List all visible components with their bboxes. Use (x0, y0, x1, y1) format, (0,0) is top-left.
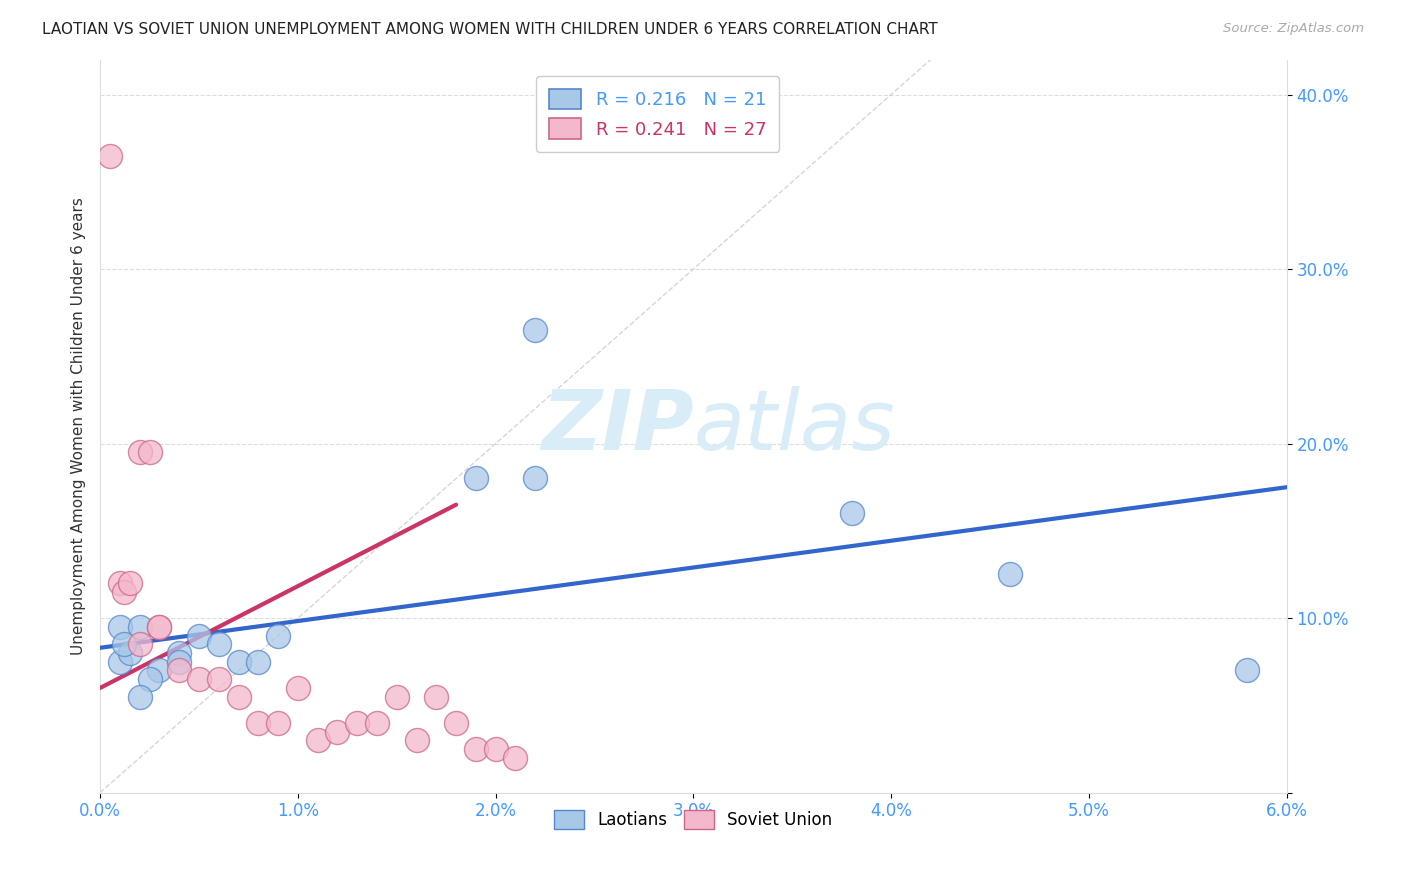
Point (405, 733, 427, 747)
Point (208, 672, 231, 686)
Point (138, 672, 160, 686)
Text: atlas: atlas (693, 385, 896, 467)
Point (385, 690, 408, 704)
Point (444, 715, 467, 730)
Point (326, 724, 349, 739)
Point (128, 445, 150, 459)
Y-axis label: Unemployment Among Women with Children Under 6 years: Unemployment Among Women with Children U… (72, 197, 86, 655)
Point (841, 507, 863, 521)
Point (118, 646, 141, 660)
Point (228, 655, 250, 669)
Point (464, 471, 486, 485)
Point (267, 629, 290, 643)
Point (307, 733, 329, 747)
Point (148, 620, 170, 634)
Point (112, 637, 135, 651)
Point (167, 655, 190, 669)
Text: Source: ZipAtlas.com: Source: ZipAtlas.com (1223, 22, 1364, 36)
Point (247, 715, 270, 730)
Point (167, 664, 190, 678)
Point (346, 715, 368, 730)
Point (98, 148, 121, 162)
Point (148, 620, 170, 634)
Point (228, 690, 250, 704)
Point (208, 637, 231, 651)
Point (108, 620, 131, 634)
Point (108, 655, 131, 669)
Point (188, 629, 211, 643)
Text: LAOTIAN VS SOVIET UNION UNEMPLOYMENT AMONG WOMEN WITH CHILDREN UNDER 6 YEARS COR: LAOTIAN VS SOVIET UNION UNEMPLOYMENT AMO… (42, 22, 938, 37)
Point (366, 715, 388, 730)
Point (998, 567, 1021, 582)
Point (112, 585, 135, 599)
Point (128, 637, 150, 651)
Legend: Laotians, Soviet Union: Laotians, Soviet Union (547, 803, 839, 836)
Point (108, 576, 131, 591)
Point (188, 672, 211, 686)
Point (524, 471, 547, 485)
Point (464, 742, 486, 756)
Point (524, 323, 547, 337)
Point (485, 742, 508, 756)
Point (287, 681, 309, 695)
Point (128, 690, 150, 704)
Point (425, 690, 447, 704)
Text: ZIP: ZIP (541, 385, 693, 467)
Point (167, 646, 190, 660)
Point (505, 750, 527, 764)
Point (148, 664, 170, 678)
Point (118, 576, 141, 591)
Point (267, 715, 290, 730)
Point (138, 445, 160, 459)
Point (1236, 664, 1258, 678)
Point (247, 655, 270, 669)
Point (128, 620, 150, 634)
